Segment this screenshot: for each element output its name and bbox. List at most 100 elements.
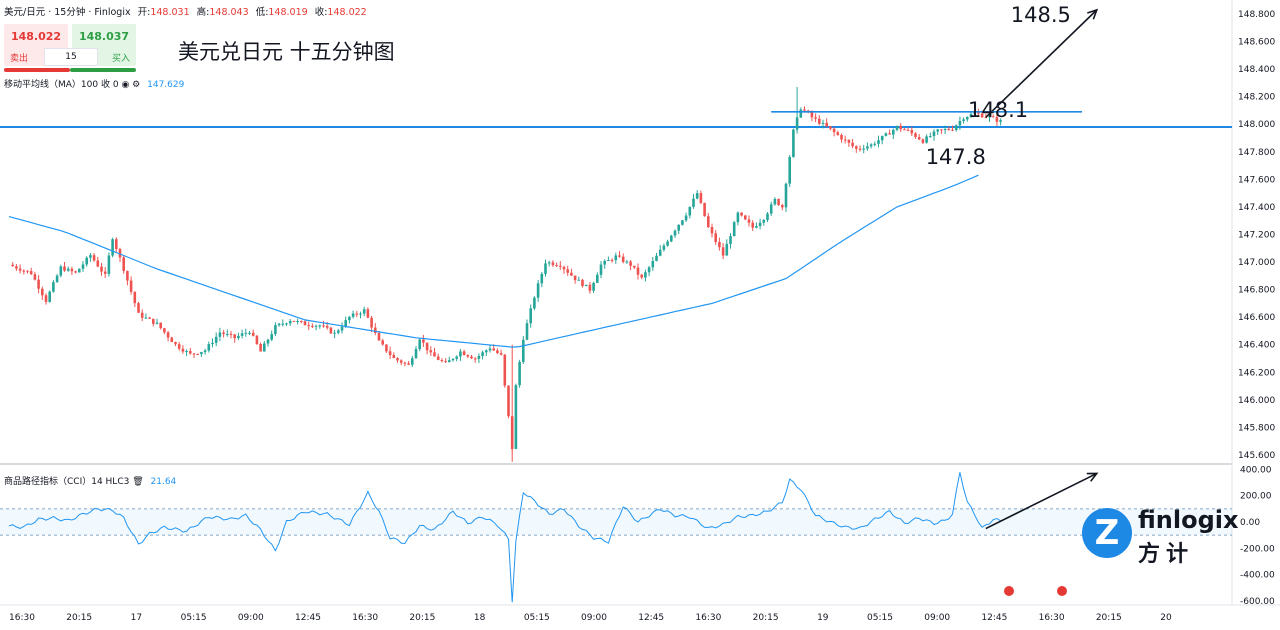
open-value: 148.031 xyxy=(150,7,190,18)
candle-body xyxy=(85,257,88,265)
candle-body xyxy=(481,352,484,356)
target-arrow-head xyxy=(1087,8,1099,20)
candle-body xyxy=(107,255,111,274)
candle-body xyxy=(958,120,962,126)
candle-body xyxy=(573,275,577,281)
candle-body xyxy=(633,265,636,268)
candle-body xyxy=(718,241,721,248)
candle-body xyxy=(640,274,643,278)
candle-body xyxy=(625,261,629,263)
candle-body xyxy=(847,139,851,143)
candle-body xyxy=(118,248,122,258)
candle-body xyxy=(792,129,795,157)
price-tick-label: 146.200 xyxy=(1238,368,1275,378)
candle-body xyxy=(74,271,77,273)
candle-body xyxy=(177,344,181,349)
low-label: 低: xyxy=(255,7,269,18)
sell-price[interactable]: 148.022 xyxy=(10,30,62,43)
trash-icon[interactable]: 🗑 xyxy=(132,477,144,487)
cci-tick-label: 400.00 xyxy=(1240,465,1272,475)
logo-text-en: finlogix xyxy=(1138,506,1239,534)
candle-body xyxy=(170,337,174,343)
candle-body xyxy=(436,356,440,360)
candle-body xyxy=(37,279,40,289)
candle-body xyxy=(314,325,318,327)
quantity-input[interactable]: 15 xyxy=(44,48,98,66)
candle-body xyxy=(673,230,677,236)
price-tick-label: 146.000 xyxy=(1238,396,1275,406)
candle-body xyxy=(103,271,107,274)
time-tick-label: 20:15 xyxy=(753,613,779,623)
candle-body xyxy=(263,343,266,352)
candle-body xyxy=(596,274,599,283)
settings-icon[interactable]: ⚙ xyxy=(132,80,141,90)
candle-body xyxy=(825,122,828,127)
candle-body xyxy=(444,361,447,363)
price-tick-label: 148.200 xyxy=(1238,93,1275,103)
candle-body xyxy=(570,272,573,276)
candle-body xyxy=(592,282,595,291)
candle-body xyxy=(381,340,384,345)
candle-body xyxy=(133,291,137,304)
candle-body xyxy=(403,362,407,364)
candle-body xyxy=(618,255,621,257)
candle-body xyxy=(522,339,525,362)
time-tick-label: 18 xyxy=(474,613,486,623)
candle-body xyxy=(966,117,969,120)
high-label: 高: xyxy=(196,7,210,18)
buy-label[interactable]: 买入 xyxy=(111,54,130,64)
candle-body xyxy=(470,356,473,359)
candle-body xyxy=(237,335,240,339)
price-tick-label: 148.600 xyxy=(1238,38,1275,48)
candle-body xyxy=(855,146,858,149)
candle-body xyxy=(740,212,743,216)
candle-body xyxy=(947,129,951,131)
buy-price[interactable]: 148.037 xyxy=(78,30,130,43)
candle-body xyxy=(670,235,673,242)
price-tick-label: 146.600 xyxy=(1238,313,1275,323)
candle-body xyxy=(514,385,518,449)
sell-label[interactable]: 卖出 xyxy=(10,54,29,64)
candle-body xyxy=(322,325,325,327)
candle-body xyxy=(477,355,481,359)
candle-body xyxy=(55,275,59,283)
price-tick-label: 147.800 xyxy=(1238,148,1275,158)
candle-body xyxy=(325,325,329,328)
candles-group xyxy=(11,106,1002,452)
finlogix-logo: Z finlogix 方计 xyxy=(1082,506,1262,567)
time-tick-label: 20 xyxy=(1160,613,1172,623)
candle-body xyxy=(943,129,947,131)
ma-legend[interactable]: 移动平均线（MA）100 收 0 ◉ ⚙ 147.629 xyxy=(4,77,184,90)
candle-body xyxy=(140,312,144,318)
candle-body xyxy=(940,129,943,131)
candle-body xyxy=(621,256,625,263)
candle-body xyxy=(488,348,492,351)
candle-body xyxy=(218,332,222,337)
eye-icon[interactable]: ◉ xyxy=(121,80,130,90)
candle-body xyxy=(929,136,932,138)
symbol-label: 美元/日元 · 15分钟 · Finlogix xyxy=(4,7,131,18)
candle-body xyxy=(451,358,455,361)
candle-body xyxy=(52,282,55,292)
candle-body xyxy=(285,323,288,325)
candle-body xyxy=(344,320,347,327)
price-tick-label: 147.200 xyxy=(1238,230,1275,240)
candle-body xyxy=(544,263,547,274)
candle-body xyxy=(917,137,921,140)
candle-body xyxy=(803,109,806,111)
cci-arrow-head xyxy=(1086,472,1099,482)
candle-body xyxy=(429,350,433,353)
candle-body xyxy=(48,291,51,302)
price-tick-label: 148.400 xyxy=(1238,65,1275,75)
candle-body xyxy=(15,266,18,269)
candle-body xyxy=(555,265,558,267)
time-tick-label: 09:00 xyxy=(581,613,607,623)
candle-body xyxy=(914,133,917,138)
cci-legend[interactable]: 商品路径指标（CCI）14 HLC3 🗑 21.64 xyxy=(4,474,176,487)
candle-body xyxy=(374,327,377,333)
candle-body xyxy=(877,140,880,144)
candle-body xyxy=(163,328,166,333)
candle-body xyxy=(884,133,888,136)
candle-body xyxy=(840,134,843,140)
